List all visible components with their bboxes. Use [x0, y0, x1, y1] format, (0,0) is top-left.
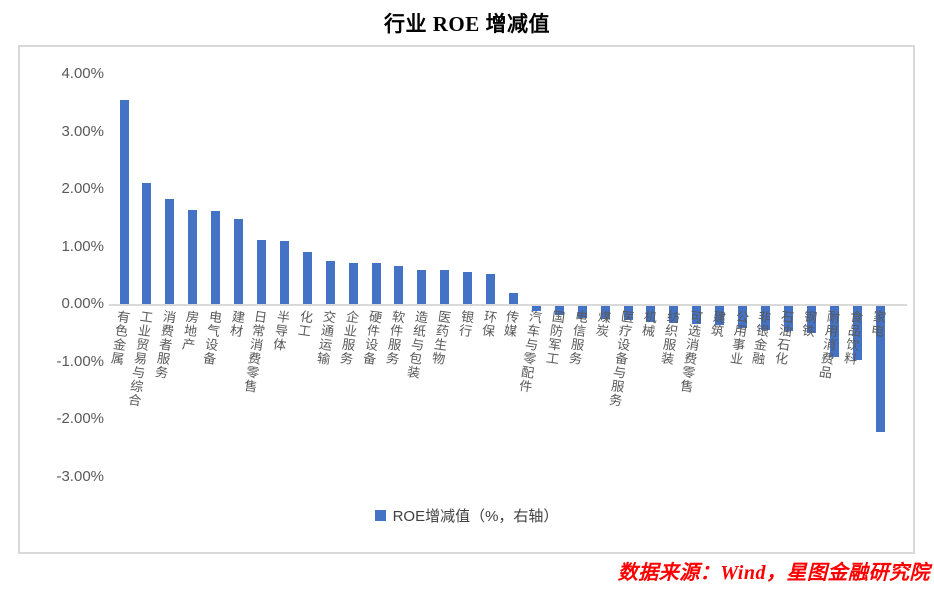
bar — [302, 252, 312, 304]
bar — [875, 306, 885, 432]
bar — [806, 306, 816, 334]
category-label: 电信服务 — [566, 308, 590, 367]
bar — [142, 183, 152, 304]
category-label: 机械 — [639, 308, 658, 339]
category-label: 日常消费零售 — [241, 308, 269, 395]
bar — [394, 266, 404, 304]
bar — [669, 306, 679, 323]
category-label: 硬件设备 — [360, 308, 383, 367]
category-label: 医药生物 — [428, 308, 452, 367]
category-label: 传媒 — [501, 308, 521, 339]
legend-marker-icon — [374, 510, 386, 521]
bar — [211, 210, 221, 304]
bar — [165, 199, 175, 304]
category-label: 国防军工 — [543, 308, 567, 367]
bar — [325, 261, 335, 304]
category-label: 医疗设备与服务 — [606, 308, 635, 409]
y-axis-tick: 1.00% — [61, 237, 104, 255]
category-label: 软件服务 — [383, 308, 406, 367]
y-axis-tick: 4.00% — [61, 65, 104, 82]
category-label: 企业服务 — [337, 308, 361, 367]
category-label: 化工 — [295, 308, 315, 339]
bar — [119, 99, 129, 304]
zero-axis-line — [109, 304, 907, 306]
y-axis-tick: 3.00% — [61, 122, 104, 140]
bar — [623, 306, 633, 321]
bar — [829, 306, 839, 357]
category-label: 钢铁 — [799, 308, 819, 339]
category-label: 房地产 — [178, 308, 200, 353]
bar — [738, 306, 748, 329]
category-label: 可选消费零售 — [677, 308, 704, 395]
category-label: 电气设备 — [199, 308, 223, 367]
bar — [508, 293, 518, 304]
bar — [760, 306, 770, 330]
category-label: 非银金融 — [749, 308, 773, 367]
bar — [371, 263, 381, 304]
category-label: 交通运输 — [314, 308, 338, 367]
bar — [234, 218, 244, 304]
category-label: 石油石化 — [772, 308, 796, 367]
y-axis-tick: -3.00% — [56, 467, 104, 485]
bar — [554, 306, 564, 315]
bar — [417, 269, 427, 304]
category-label: 建筑 — [707, 308, 727, 339]
chart-box: 4.00% 3.00% 2.00% 1.00% 0.00% -1.00% -2.00% -3.… — [18, 45, 915, 554]
y-axis-tick: -1.00% — [56, 352, 104, 370]
bar — [577, 306, 587, 318]
category-label: 煤炭 — [593, 308, 613, 339]
chart-title: 行业 ROE 增减值 — [383, 12, 550, 36]
y-axis-tick: 0.00% — [61, 295, 104, 312]
legend: ROE增减值（%，右轴） — [20, 505, 913, 526]
y-axis-tick: -2.00% — [56, 410, 104, 427]
bar — [852, 306, 862, 361]
category-label: 建材 — [226, 308, 246, 339]
category-label: 环保 — [478, 308, 498, 339]
category-label: 纺织服装 — [658, 308, 681, 367]
bar — [440, 269, 450, 304]
category-label: 公用事业 — [726, 308, 750, 367]
bar — [256, 239, 266, 304]
legend-label: ROE增减值（%，右轴） — [392, 508, 559, 525]
category-label: 有色金属 — [108, 308, 131, 367]
bar — [715, 306, 725, 325]
bar — [486, 274, 496, 304]
bar — [692, 306, 702, 324]
category-label: 工业贸易与综合 — [125, 308, 154, 409]
plot-area: 4.00% 3.00% 2.00% 1.00% 0.00% -1.00% -2.00% -3.… — [20, 47, 913, 552]
source-note: 数据来源：Wind，星图金融研究院 — [617, 562, 930, 584]
y-axis-tick: 2.00% — [61, 180, 104, 197]
category-label: 造纸与包装 — [404, 308, 429, 381]
category-label: 半导体 — [270, 308, 292, 353]
category-label: 汽车与零配件 — [516, 308, 544, 395]
category-label: 银行 — [455, 308, 475, 339]
bar — [188, 210, 198, 304]
category-label: 消费者服务 — [152, 308, 177, 381]
bar — [783, 306, 793, 332]
bar — [531, 306, 541, 311]
bar — [279, 240, 289, 304]
bar — [646, 306, 656, 322]
bar — [600, 306, 610, 320]
bar — [463, 272, 473, 304]
bar — [348, 262, 358, 304]
